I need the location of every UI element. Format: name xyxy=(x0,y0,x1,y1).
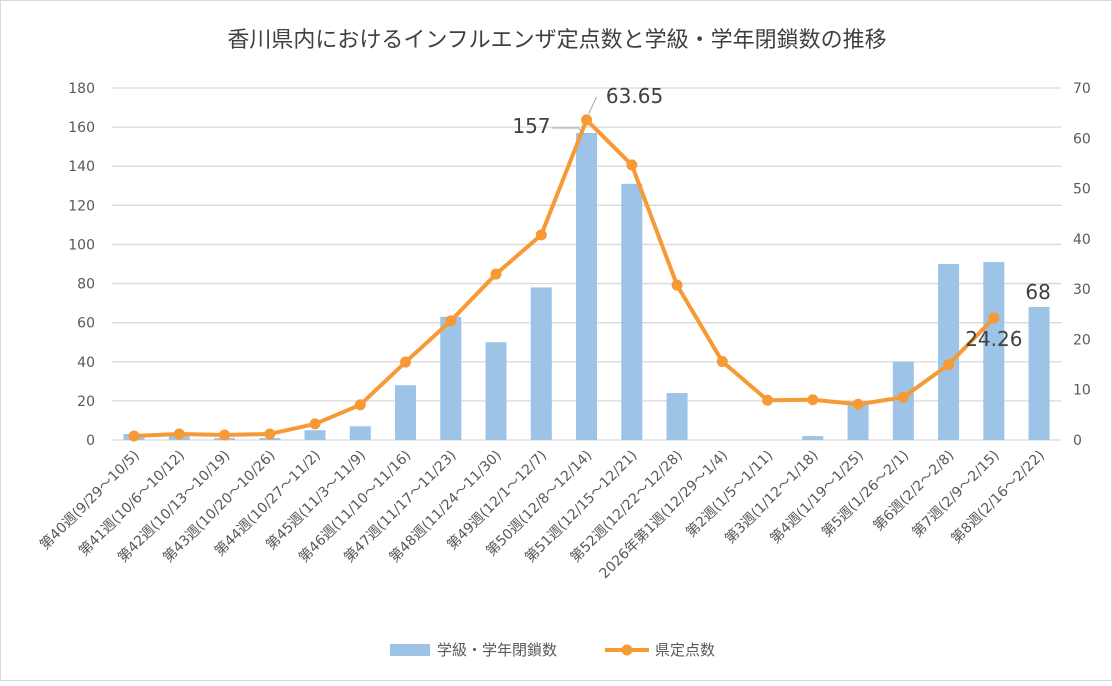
line-marker xyxy=(128,430,140,442)
y-left-tick-label: 20 xyxy=(77,394,95,410)
bar xyxy=(349,426,371,440)
line-marker xyxy=(354,399,366,411)
line-marker xyxy=(762,394,774,406)
y-right-tick-label: 10 xyxy=(1073,383,1091,399)
x-tick-label: 第5週(1/26～2/1) xyxy=(818,447,912,541)
line-marker xyxy=(671,279,683,291)
bar xyxy=(938,264,960,440)
leader-line xyxy=(552,127,585,136)
line-marker xyxy=(445,315,457,327)
line-marker xyxy=(219,429,231,441)
line-marker xyxy=(626,159,638,171)
bar xyxy=(666,393,688,440)
data-label: 68 xyxy=(1025,280,1050,304)
y-right-tick-label: 0 xyxy=(1073,433,1082,449)
y-left-tick-label: 80 xyxy=(77,277,95,293)
line-marker xyxy=(535,229,547,241)
data-label: 24.26 xyxy=(965,327,1022,351)
bar xyxy=(440,316,462,440)
line-marker xyxy=(490,268,502,280)
legend: 学級・学年閉鎖数 県定点数 xyxy=(390,641,715,659)
bar xyxy=(485,342,507,440)
y-left-tick-label: 40 xyxy=(77,355,95,371)
y-left-tick-label: 180 xyxy=(68,81,95,97)
y-left-tick-label: 60 xyxy=(77,316,95,332)
y-left-tick-label: 160 xyxy=(68,120,95,136)
bar xyxy=(1028,307,1050,440)
bar xyxy=(395,385,417,440)
y-left-tick-label: 140 xyxy=(68,159,95,175)
y-left-tick-label: 120 xyxy=(68,198,95,214)
line-marker xyxy=(716,356,728,368)
y-right-tick-label: 20 xyxy=(1073,332,1091,348)
y-right-tick-label: 30 xyxy=(1073,282,1091,298)
y-right-tick-label: 70 xyxy=(1073,81,1091,97)
y-right-tick-label: 60 xyxy=(1073,131,1091,147)
bar xyxy=(621,183,643,441)
line-marker xyxy=(852,398,864,410)
line-marker xyxy=(264,428,276,440)
y-left-tick-label: 100 xyxy=(68,237,95,253)
x-tick-label: 第2週(1/5～1/11) xyxy=(682,447,776,541)
line-marker xyxy=(807,394,819,406)
line-marker xyxy=(400,356,412,368)
bar xyxy=(802,436,824,440)
y-right-tick-label: 50 xyxy=(1073,182,1091,198)
legend-line-label: 県定点数 xyxy=(655,641,715,659)
bar xyxy=(576,132,598,440)
line-series xyxy=(133,117,996,438)
bar xyxy=(983,262,1005,440)
line-marker xyxy=(173,428,185,440)
legend-bar-swatch xyxy=(390,644,430,656)
legend-bar-label: 学級・学年閉鎖数 xyxy=(437,641,557,659)
line-marker xyxy=(581,114,593,126)
x-tick-label: 第7週(2/9～2/15) xyxy=(909,447,1003,541)
y-right-tick-label: 40 xyxy=(1073,232,1091,248)
line-marker xyxy=(897,391,909,403)
line-marker xyxy=(309,418,321,430)
bar xyxy=(304,430,326,440)
y-left-tick-label: 0 xyxy=(86,433,95,449)
legend-line-marker xyxy=(621,644,633,656)
chart-title: 香川県内におけるインフルエンザ定点数と学級・学年閉鎖数の推移 xyxy=(227,28,886,53)
x-tick-label: 第6週(2/2～2/8) xyxy=(870,447,958,535)
leader-line xyxy=(588,96,598,115)
line-marker xyxy=(988,312,1000,324)
line-marker xyxy=(943,359,955,371)
bar xyxy=(847,404,869,440)
data-label: 157 xyxy=(512,114,550,138)
bar xyxy=(530,287,552,440)
data-label: 63.65 xyxy=(606,84,663,108)
